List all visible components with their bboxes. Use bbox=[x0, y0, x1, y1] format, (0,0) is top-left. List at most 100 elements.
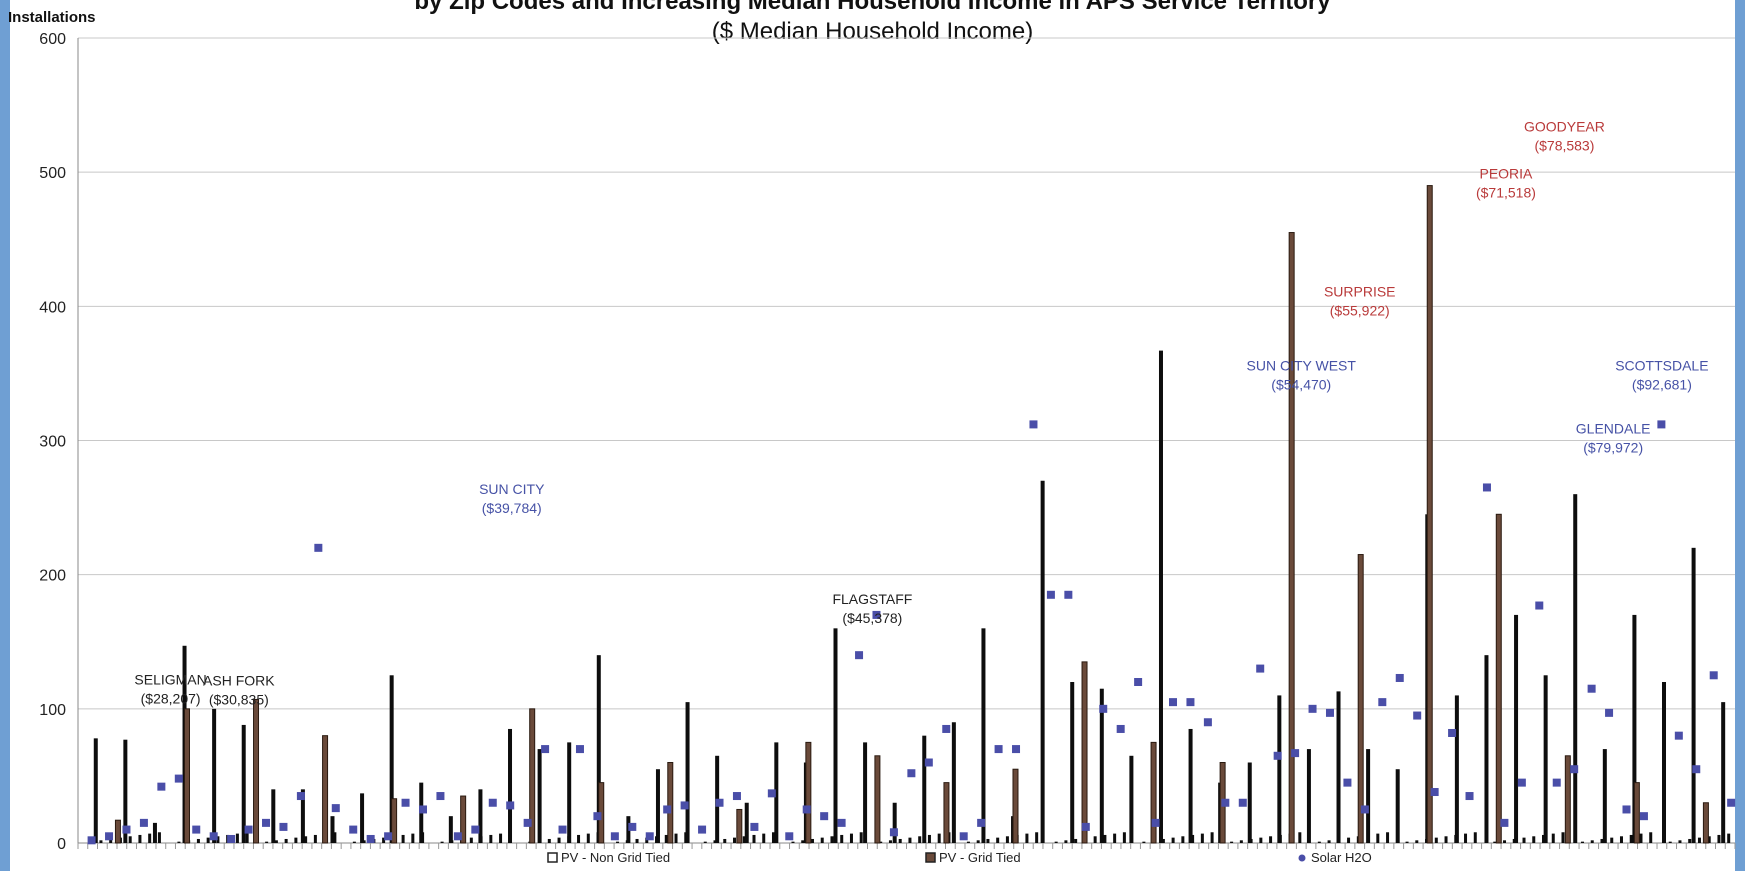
point-solar-h2o bbox=[1535, 602, 1543, 610]
bar-small bbox=[762, 834, 765, 843]
bar-small bbox=[1610, 838, 1613, 843]
point-solar-h2o bbox=[175, 775, 183, 783]
bar-grid-tied bbox=[944, 783, 949, 843]
point-solar-h2o bbox=[88, 836, 96, 844]
bar-grid-tied bbox=[668, 763, 673, 844]
bar-small bbox=[1201, 834, 1204, 843]
point-solar-h2o bbox=[384, 832, 392, 840]
point-solar-h2o bbox=[1064, 591, 1072, 599]
bar-small bbox=[1376, 834, 1379, 843]
point-solar-h2o bbox=[1518, 779, 1526, 787]
bar-small bbox=[158, 832, 161, 843]
point-solar-h2o bbox=[663, 805, 671, 813]
point-solar-h2o bbox=[1169, 698, 1177, 706]
bar-small bbox=[1386, 832, 1389, 843]
city-label: SCOTTSDALE bbox=[1615, 357, 1708, 373]
bar-small bbox=[616, 842, 619, 843]
city-income-label: ($28,207) bbox=[141, 690, 201, 706]
bar-small bbox=[1678, 840, 1681, 843]
bar-small bbox=[402, 835, 405, 843]
point-solar-h2o bbox=[1396, 674, 1404, 682]
bar-non-grid-tied bbox=[1544, 675, 1548, 843]
bar-non-grid-tied bbox=[1337, 691, 1341, 843]
bar-small bbox=[1532, 836, 1535, 843]
city-income-label: ($54,470) bbox=[1271, 376, 1331, 392]
point-solar-h2o bbox=[1378, 698, 1386, 706]
bar-small bbox=[977, 840, 980, 843]
bar-small bbox=[1406, 842, 1409, 843]
bar-grid-tied bbox=[1358, 555, 1363, 843]
bar-small bbox=[1064, 840, 1067, 843]
point-solar-h2o bbox=[1553, 779, 1561, 787]
point-solar-h2o bbox=[279, 823, 287, 831]
bar-small bbox=[996, 838, 999, 843]
bar-small bbox=[1103, 835, 1106, 843]
bar-small bbox=[1055, 842, 1058, 843]
bar-non-grid-tied bbox=[893, 803, 897, 843]
bar-grid-tied bbox=[1082, 662, 1087, 843]
point-solar-h2o bbox=[1448, 729, 1456, 737]
point-solar-h2o bbox=[768, 789, 776, 797]
bar-small bbox=[1698, 838, 1701, 843]
bar-grid-tied bbox=[1565, 756, 1570, 843]
point-solar-h2o bbox=[1640, 812, 1648, 820]
bar-small bbox=[830, 836, 833, 843]
bar-small bbox=[1025, 834, 1028, 843]
bar-small bbox=[548, 839, 551, 843]
point-solar-h2o bbox=[367, 835, 375, 843]
bar-non-grid-tied bbox=[449, 816, 453, 843]
bar-small bbox=[1523, 838, 1526, 843]
point-solar-h2o bbox=[1291, 749, 1299, 757]
bar-grid-tied bbox=[254, 699, 259, 843]
bar-small bbox=[1181, 836, 1184, 843]
point-solar-h2o bbox=[907, 769, 915, 777]
bar-grid-tied bbox=[1634, 783, 1639, 843]
point-solar-h2o bbox=[297, 792, 305, 800]
bar-non-grid-tied bbox=[360, 793, 364, 843]
point-solar-h2o bbox=[646, 832, 654, 840]
bar-small bbox=[441, 842, 444, 843]
bar-small bbox=[499, 834, 502, 843]
bar-small bbox=[908, 838, 911, 843]
bar-grid-tied bbox=[806, 742, 811, 843]
bar-small bbox=[1006, 836, 1009, 843]
bar-small bbox=[1503, 840, 1506, 843]
y-tick-label: 400 bbox=[39, 299, 66, 316]
point-solar-h2o bbox=[977, 819, 985, 827]
bar-small bbox=[752, 835, 755, 843]
bar-grid-tied bbox=[1427, 186, 1432, 843]
point-solar-h2o bbox=[1466, 792, 1474, 800]
point-solar-h2o bbox=[733, 792, 741, 800]
point-solar-h2o bbox=[402, 799, 410, 807]
point-solar-h2o bbox=[1134, 678, 1142, 686]
bar-non-grid-tied bbox=[94, 738, 98, 843]
bar-small bbox=[1298, 832, 1301, 843]
point-solar-h2o bbox=[1605, 709, 1613, 717]
city-income-label: ($30,835) bbox=[209, 692, 269, 708]
point-solar-h2o bbox=[227, 835, 235, 843]
point-solar-h2o bbox=[628, 823, 636, 831]
bar-small bbox=[470, 838, 473, 843]
bar-small bbox=[1240, 840, 1243, 843]
city-label: GLENDALE bbox=[1576, 420, 1651, 436]
point-solar-h2o bbox=[105, 832, 113, 840]
bar-small bbox=[889, 840, 892, 843]
bar-small bbox=[928, 835, 931, 843]
bar-grid-tied bbox=[1703, 803, 1708, 843]
bar-small bbox=[1347, 838, 1350, 843]
point-solar-h2o bbox=[1657, 420, 1665, 428]
bar-small bbox=[938, 834, 941, 843]
point-solar-h2o bbox=[1204, 718, 1212, 726]
bar-non-grid-tied bbox=[1189, 729, 1193, 843]
bar-small bbox=[918, 836, 921, 843]
bar-small bbox=[1269, 836, 1272, 843]
city-label: FLAGSTAFF bbox=[832, 591, 912, 607]
city-label: GOODYEAR bbox=[1524, 119, 1605, 135]
point-solar-h2o bbox=[576, 745, 584, 753]
legend-grid-tied-label: PV - Grid Tied bbox=[939, 850, 1021, 865]
bar-small bbox=[1649, 832, 1652, 843]
bar-small bbox=[1630, 835, 1633, 843]
bar-small bbox=[314, 835, 317, 843]
bar-small bbox=[207, 838, 210, 843]
